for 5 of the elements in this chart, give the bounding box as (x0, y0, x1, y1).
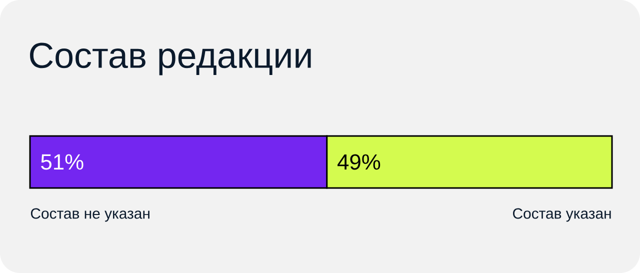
chart-title: Состав редакции (30, 42, 311, 76)
series-label: Состав указан (513, 208, 611, 222)
series-label: Состав не указан (30, 208, 150, 222)
data-label: 49% (338, 154, 380, 170)
data-label: 51% (41, 154, 84, 170)
